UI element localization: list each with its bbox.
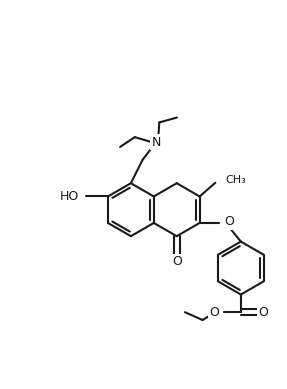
Text: O: O bbox=[210, 306, 219, 319]
Text: O: O bbox=[259, 306, 268, 319]
Text: CH₃: CH₃ bbox=[225, 175, 246, 185]
Text: O: O bbox=[172, 255, 182, 268]
Text: HO: HO bbox=[59, 190, 79, 203]
Text: O: O bbox=[224, 216, 234, 228]
Text: N: N bbox=[152, 135, 161, 149]
